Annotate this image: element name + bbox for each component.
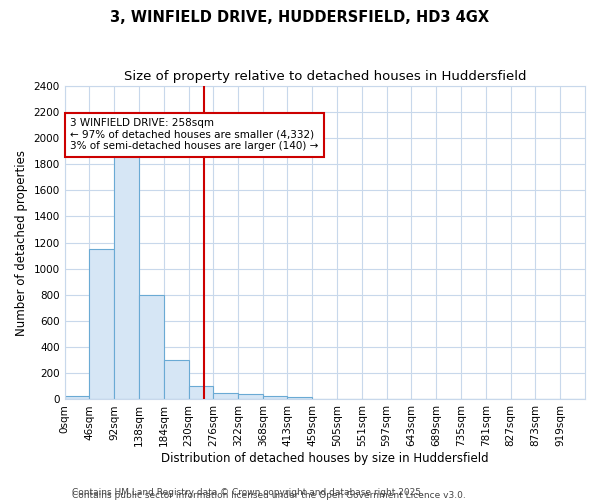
Bar [89,249,114,400]
Text: 3 WINFIELD DRIVE: 258sqm
← 97% of detached houses are smaller (4,332)
3% of semi: 3 WINFIELD DRIVE: 258sqm ← 97% of detach… [70,118,319,152]
Bar [263,396,287,400]
Y-axis label: Number of detached properties: Number of detached properties [15,150,28,336]
Text: 3, WINFIELD DRIVE, HUDDERSFIELD, HD3 4GX: 3, WINFIELD DRIVE, HUDDERSFIELD, HD3 4GX [110,10,490,25]
Title: Size of property relative to detached houses in Huddersfield: Size of property relative to detached ho… [124,70,526,83]
Text: Contains public sector information licensed under the Open Government Licence v3: Contains public sector information licen… [72,490,466,500]
Bar [287,398,312,400]
Bar [114,138,139,400]
Bar [312,399,337,400]
Bar [214,393,238,400]
Text: Contains HM Land Registry data © Crown copyright and database right 2025.: Contains HM Land Registry data © Crown c… [72,488,424,497]
Bar [139,295,164,400]
Bar [188,386,214,400]
Bar [238,394,263,400]
Bar [164,360,188,400]
X-axis label: Distribution of detached houses by size in Huddersfield: Distribution of detached houses by size … [161,452,488,465]
Bar [65,396,89,400]
